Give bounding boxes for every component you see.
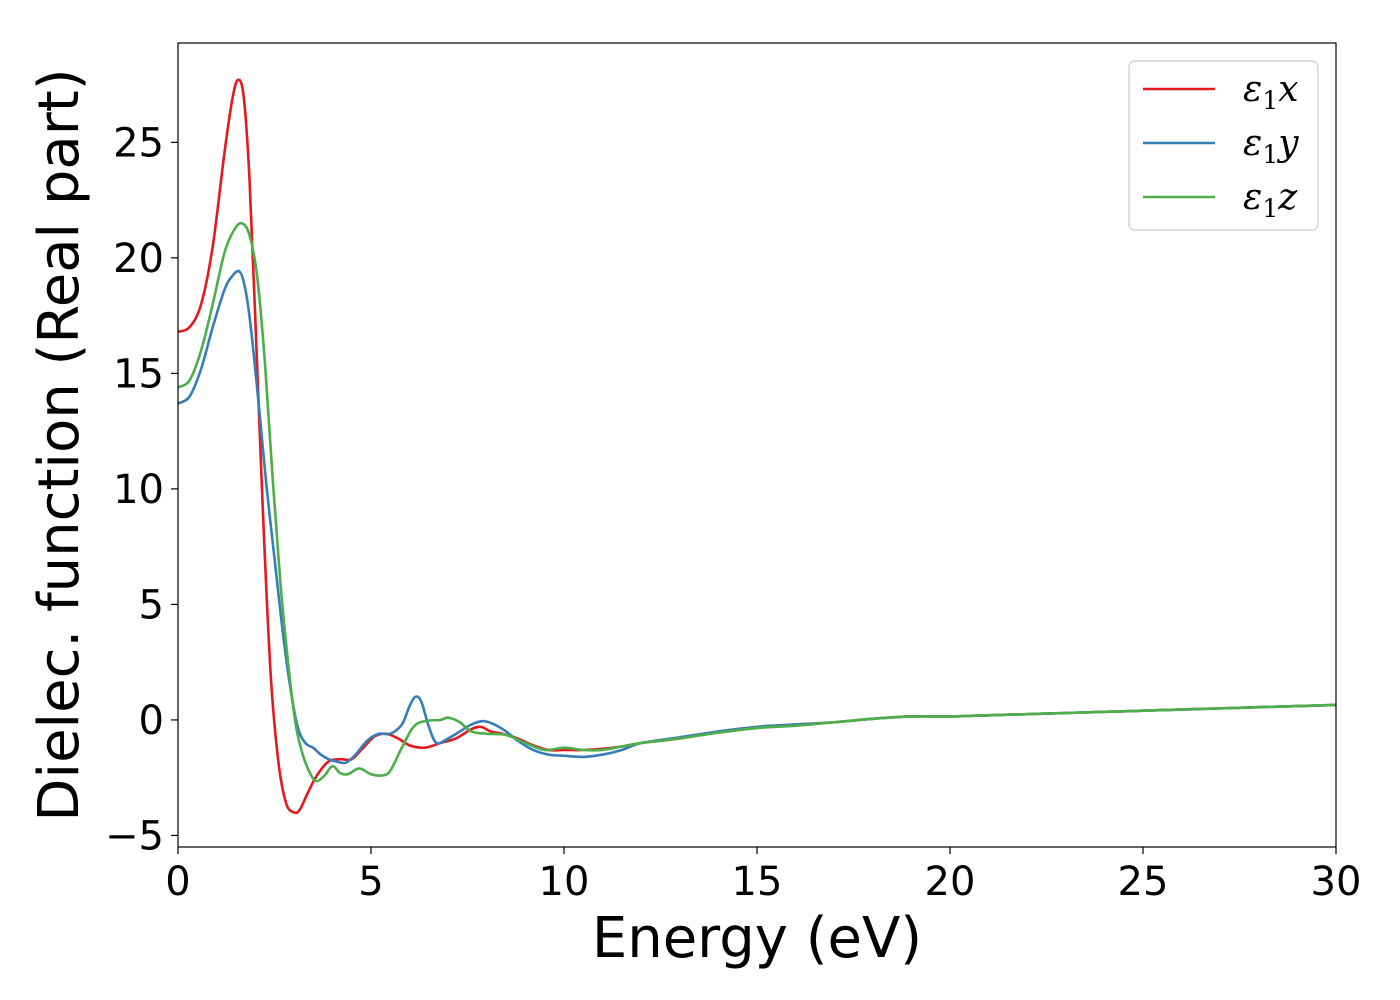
legend-item-y: ε1y xyxy=(1143,123,1299,169)
legend-item-z: ε1z xyxy=(1143,177,1298,223)
legend-label: ε1x xyxy=(1243,69,1299,115)
x-tick-label: 5 xyxy=(358,859,383,905)
legend-label: ε1z xyxy=(1243,177,1298,223)
y-tick-label: 10 xyxy=(113,467,164,513)
y-tick-label: 15 xyxy=(113,351,164,397)
x-tick-label: 15 xyxy=(732,859,783,905)
series-layer xyxy=(177,78,1337,815)
y-tick-label: 0 xyxy=(139,698,164,744)
legend-label: ε1y xyxy=(1243,123,1299,169)
x-tick-label: 25 xyxy=(1118,859,1169,905)
x-tick-label: 30 xyxy=(1311,859,1362,905)
x-axis-ticks: 0 5 10 15 20 25 30 xyxy=(165,847,1361,905)
y-tick-label: 25 xyxy=(113,120,164,166)
y-axis-label: Dielec. function (Real part) xyxy=(27,68,92,821)
y-tick-label: −5 xyxy=(105,813,164,859)
x-axis-label: Energy (eV) xyxy=(592,906,922,971)
legend-item-x: ε1x xyxy=(1143,69,1299,115)
legend: ε1x ε1y ε1z xyxy=(1128,60,1319,231)
x-tick-label: 10 xyxy=(539,859,590,905)
series-line-z xyxy=(177,221,1337,783)
legend-box xyxy=(1128,60,1319,231)
y-axis-ticks: −5 0 5 10 15 20 25 xyxy=(105,120,178,859)
y-tick-label: 5 xyxy=(139,582,164,628)
x-tick-label: 0 xyxy=(165,859,190,905)
y-tick-label: 20 xyxy=(113,236,164,282)
x-tick-label: 20 xyxy=(925,859,976,905)
